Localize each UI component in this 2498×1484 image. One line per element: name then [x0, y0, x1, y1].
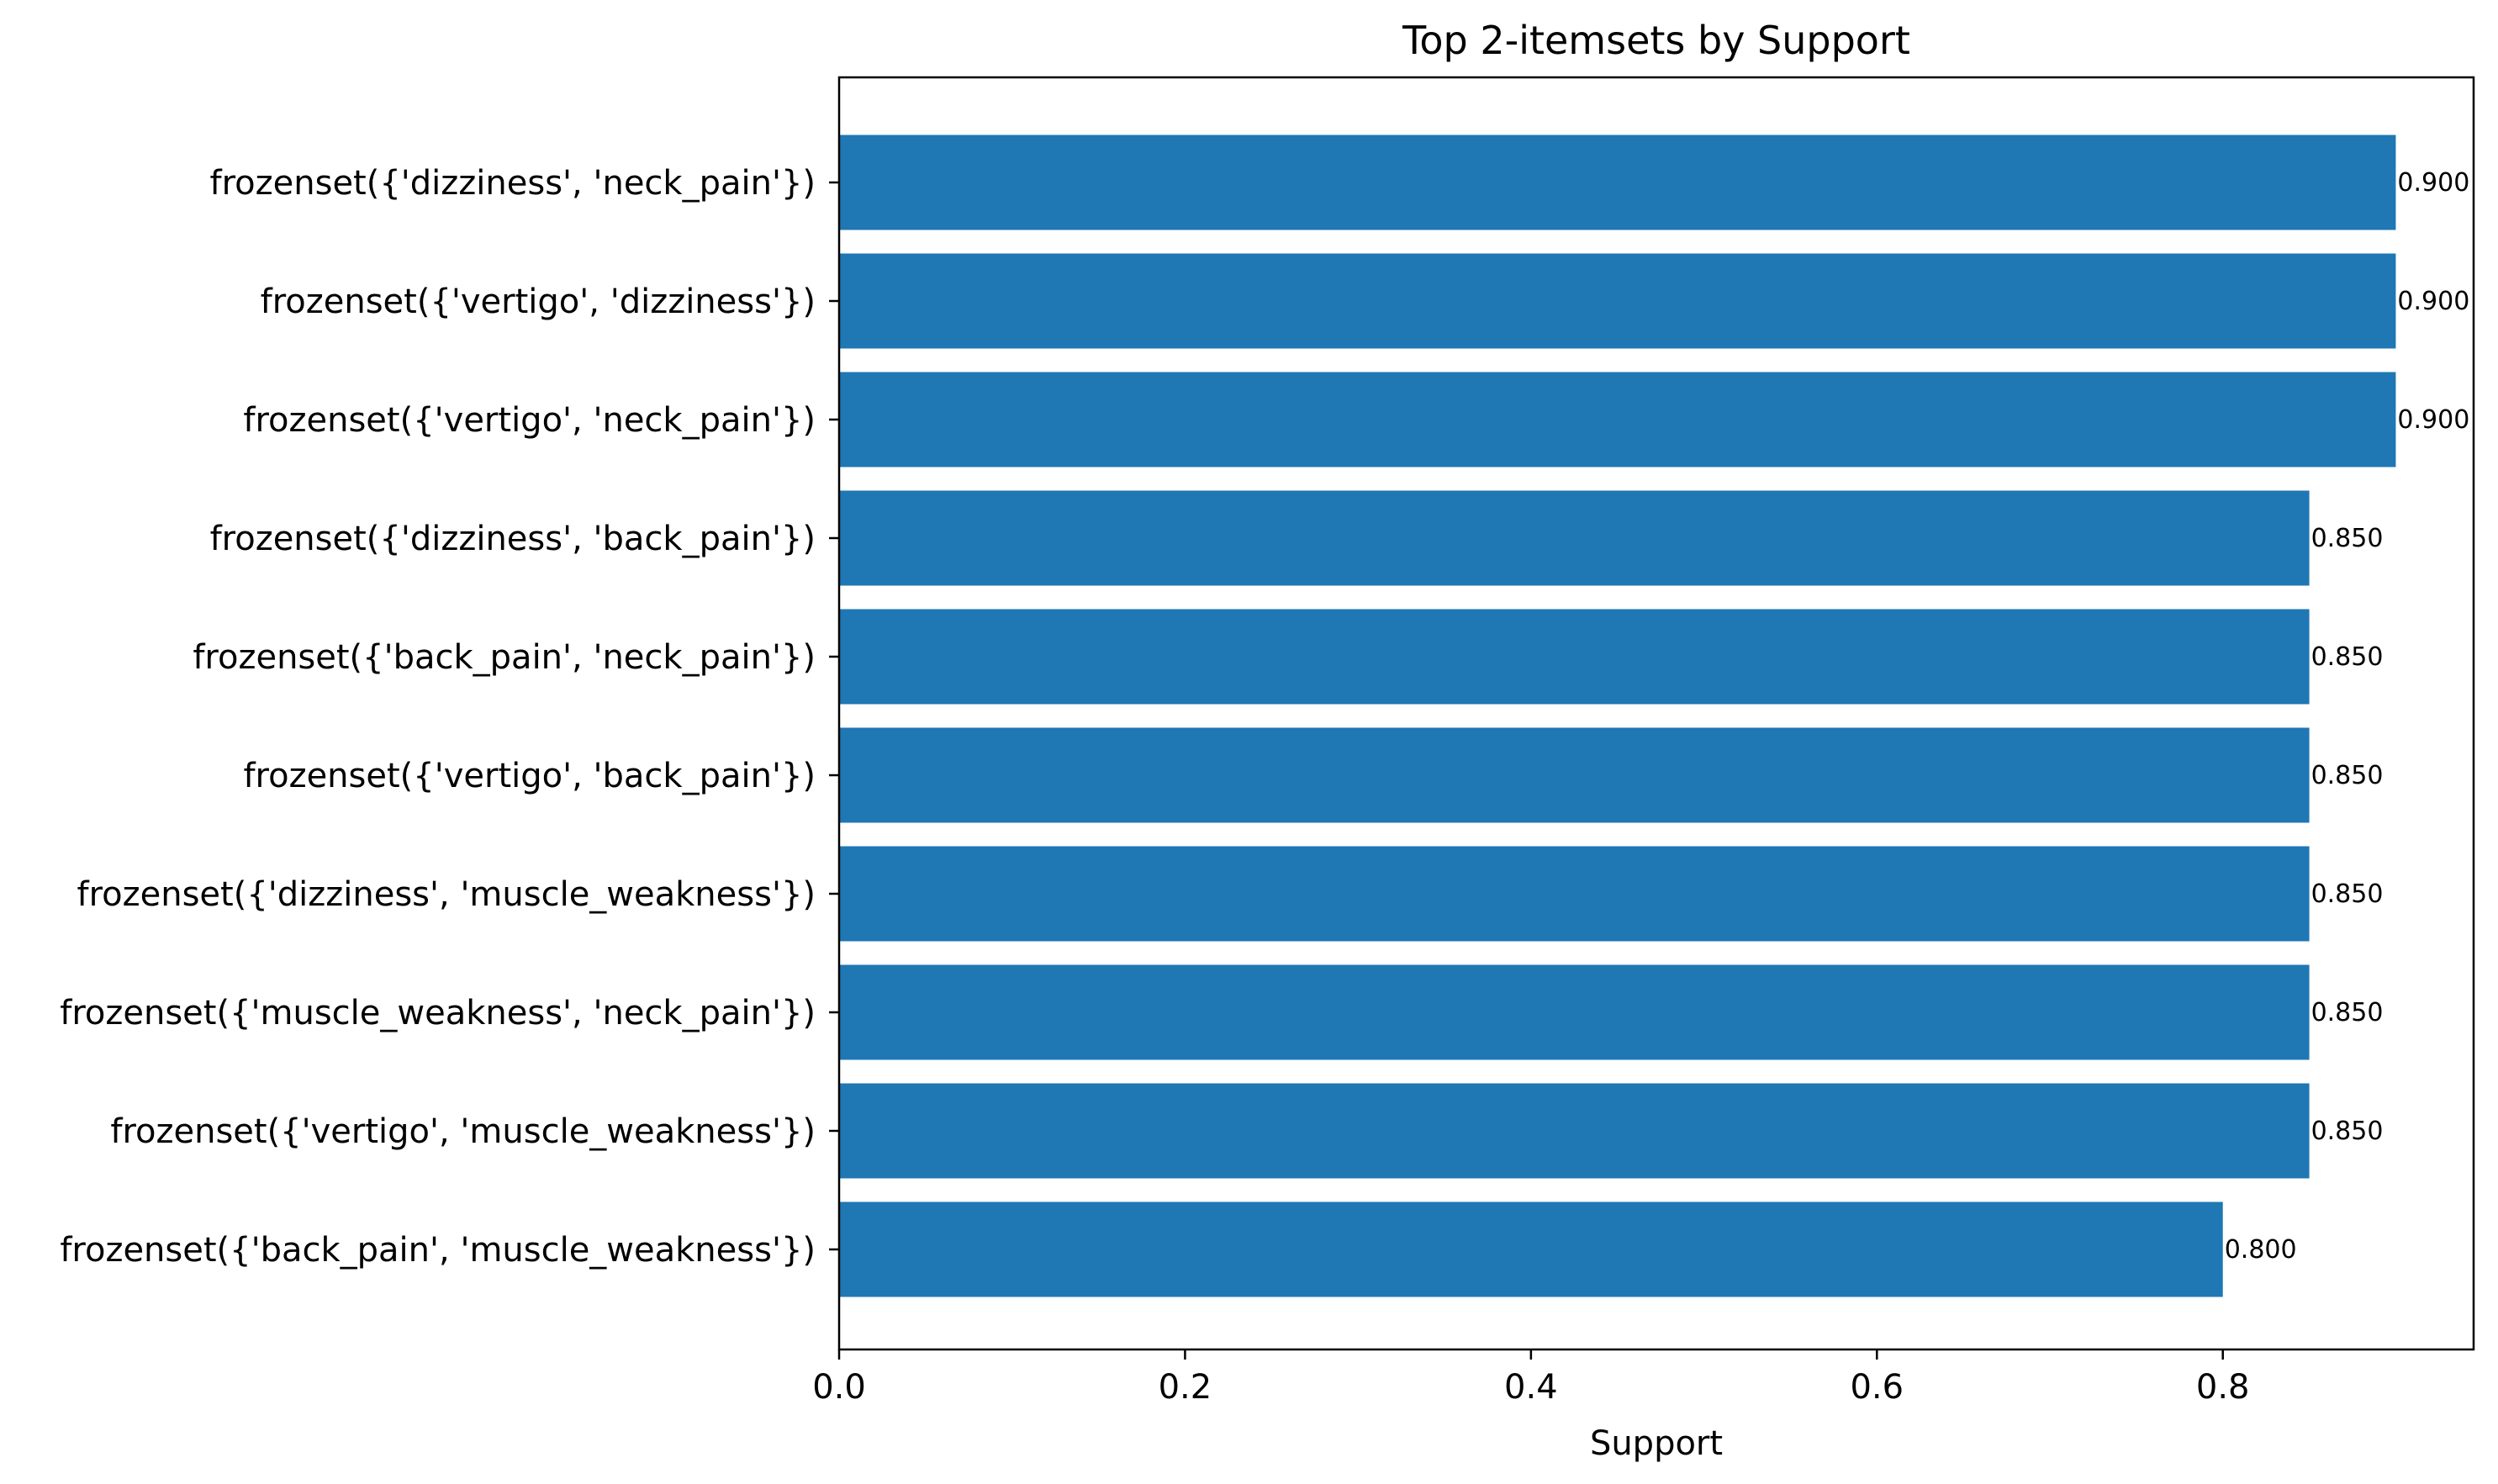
- bar: [839, 609, 2310, 705]
- x-tick-label: 0.4: [1504, 1368, 1558, 1407]
- x-tick-label: 0.8: [2196, 1368, 2250, 1407]
- y-tick-label: frozenset({'back_pain', 'neck_pain'}): [193, 638, 816, 677]
- data-label: 0.900: [2397, 287, 2469, 316]
- category-labels-layer: frozenset({'dizziness', 'neck_pain'})fro…: [60, 164, 839, 1270]
- bar: [839, 1201, 2223, 1297]
- x-tick-label: 0.0: [812, 1368, 866, 1407]
- bar: [839, 372, 2396, 467]
- bar: [839, 846, 2310, 942]
- bar: [839, 964, 2310, 1060]
- x-tick-label: 0.6: [1850, 1368, 1904, 1407]
- bar: [839, 727, 2310, 823]
- data-label: 0.850: [2311, 642, 2384, 672]
- data-label: 0.850: [2311, 1117, 2384, 1146]
- y-tick-label: frozenset({'dizziness', 'neck_pain'}): [210, 164, 816, 203]
- data-label: 0.850: [2311, 879, 2384, 909]
- data-label: 0.900: [2397, 168, 2469, 198]
- bar: [839, 1083, 2310, 1179]
- y-tick-label: frozenset({'vertigo', 'muscle_weakness'}…: [110, 1112, 816, 1151]
- bar: [839, 253, 2396, 349]
- data-label: 0.850: [2311, 524, 2384, 553]
- chart-title: Top 2-itemsets by Support: [1402, 18, 1910, 63]
- y-tick-label: frozenset({'vertigo', 'back_pain'}): [243, 757, 816, 795]
- data-label: 0.850: [2311, 761, 2384, 790]
- data-label: 0.800: [2225, 1235, 2297, 1265]
- x-axis: 0.0 0.2 0.4 0.6 0.8: [812, 1349, 2250, 1407]
- y-tick-label: frozenset({'vertigo', 'neck_pain'}): [243, 401, 816, 440]
- plot-frame: [837, 76, 2475, 1351]
- y-tick-label: frozenset({'muscle_weakness', 'neck_pain…: [60, 994, 816, 1032]
- x-tick-label: 0.2: [1159, 1368, 1212, 1407]
- y-tick-label: frozenset({'vertigo', 'dizziness'}): [261, 283, 816, 321]
- y-tick-label: frozenset({'dizziness', 'back_pain'}): [210, 520, 816, 558]
- bar: [839, 490, 2310, 586]
- bars-layer: [839, 135, 2396, 1297]
- data-labels-layer: 0.900 0.900 0.900 0.850 0.850 0.850 0.850 0.850…: [2225, 168, 2470, 1265]
- y-tick-label: frozenset({'back_pain', 'muscle_weakness…: [60, 1231, 816, 1270]
- bar: [839, 135, 2396, 230]
- y-tick-label: frozenset({'dizziness', 'muscle_weakness…: [77, 875, 816, 914]
- x-axis-label: Support: [1590, 1424, 1723, 1463]
- data-label: 0.850: [2311, 998, 2384, 1027]
- data-label: 0.900: [2397, 405, 2469, 435]
